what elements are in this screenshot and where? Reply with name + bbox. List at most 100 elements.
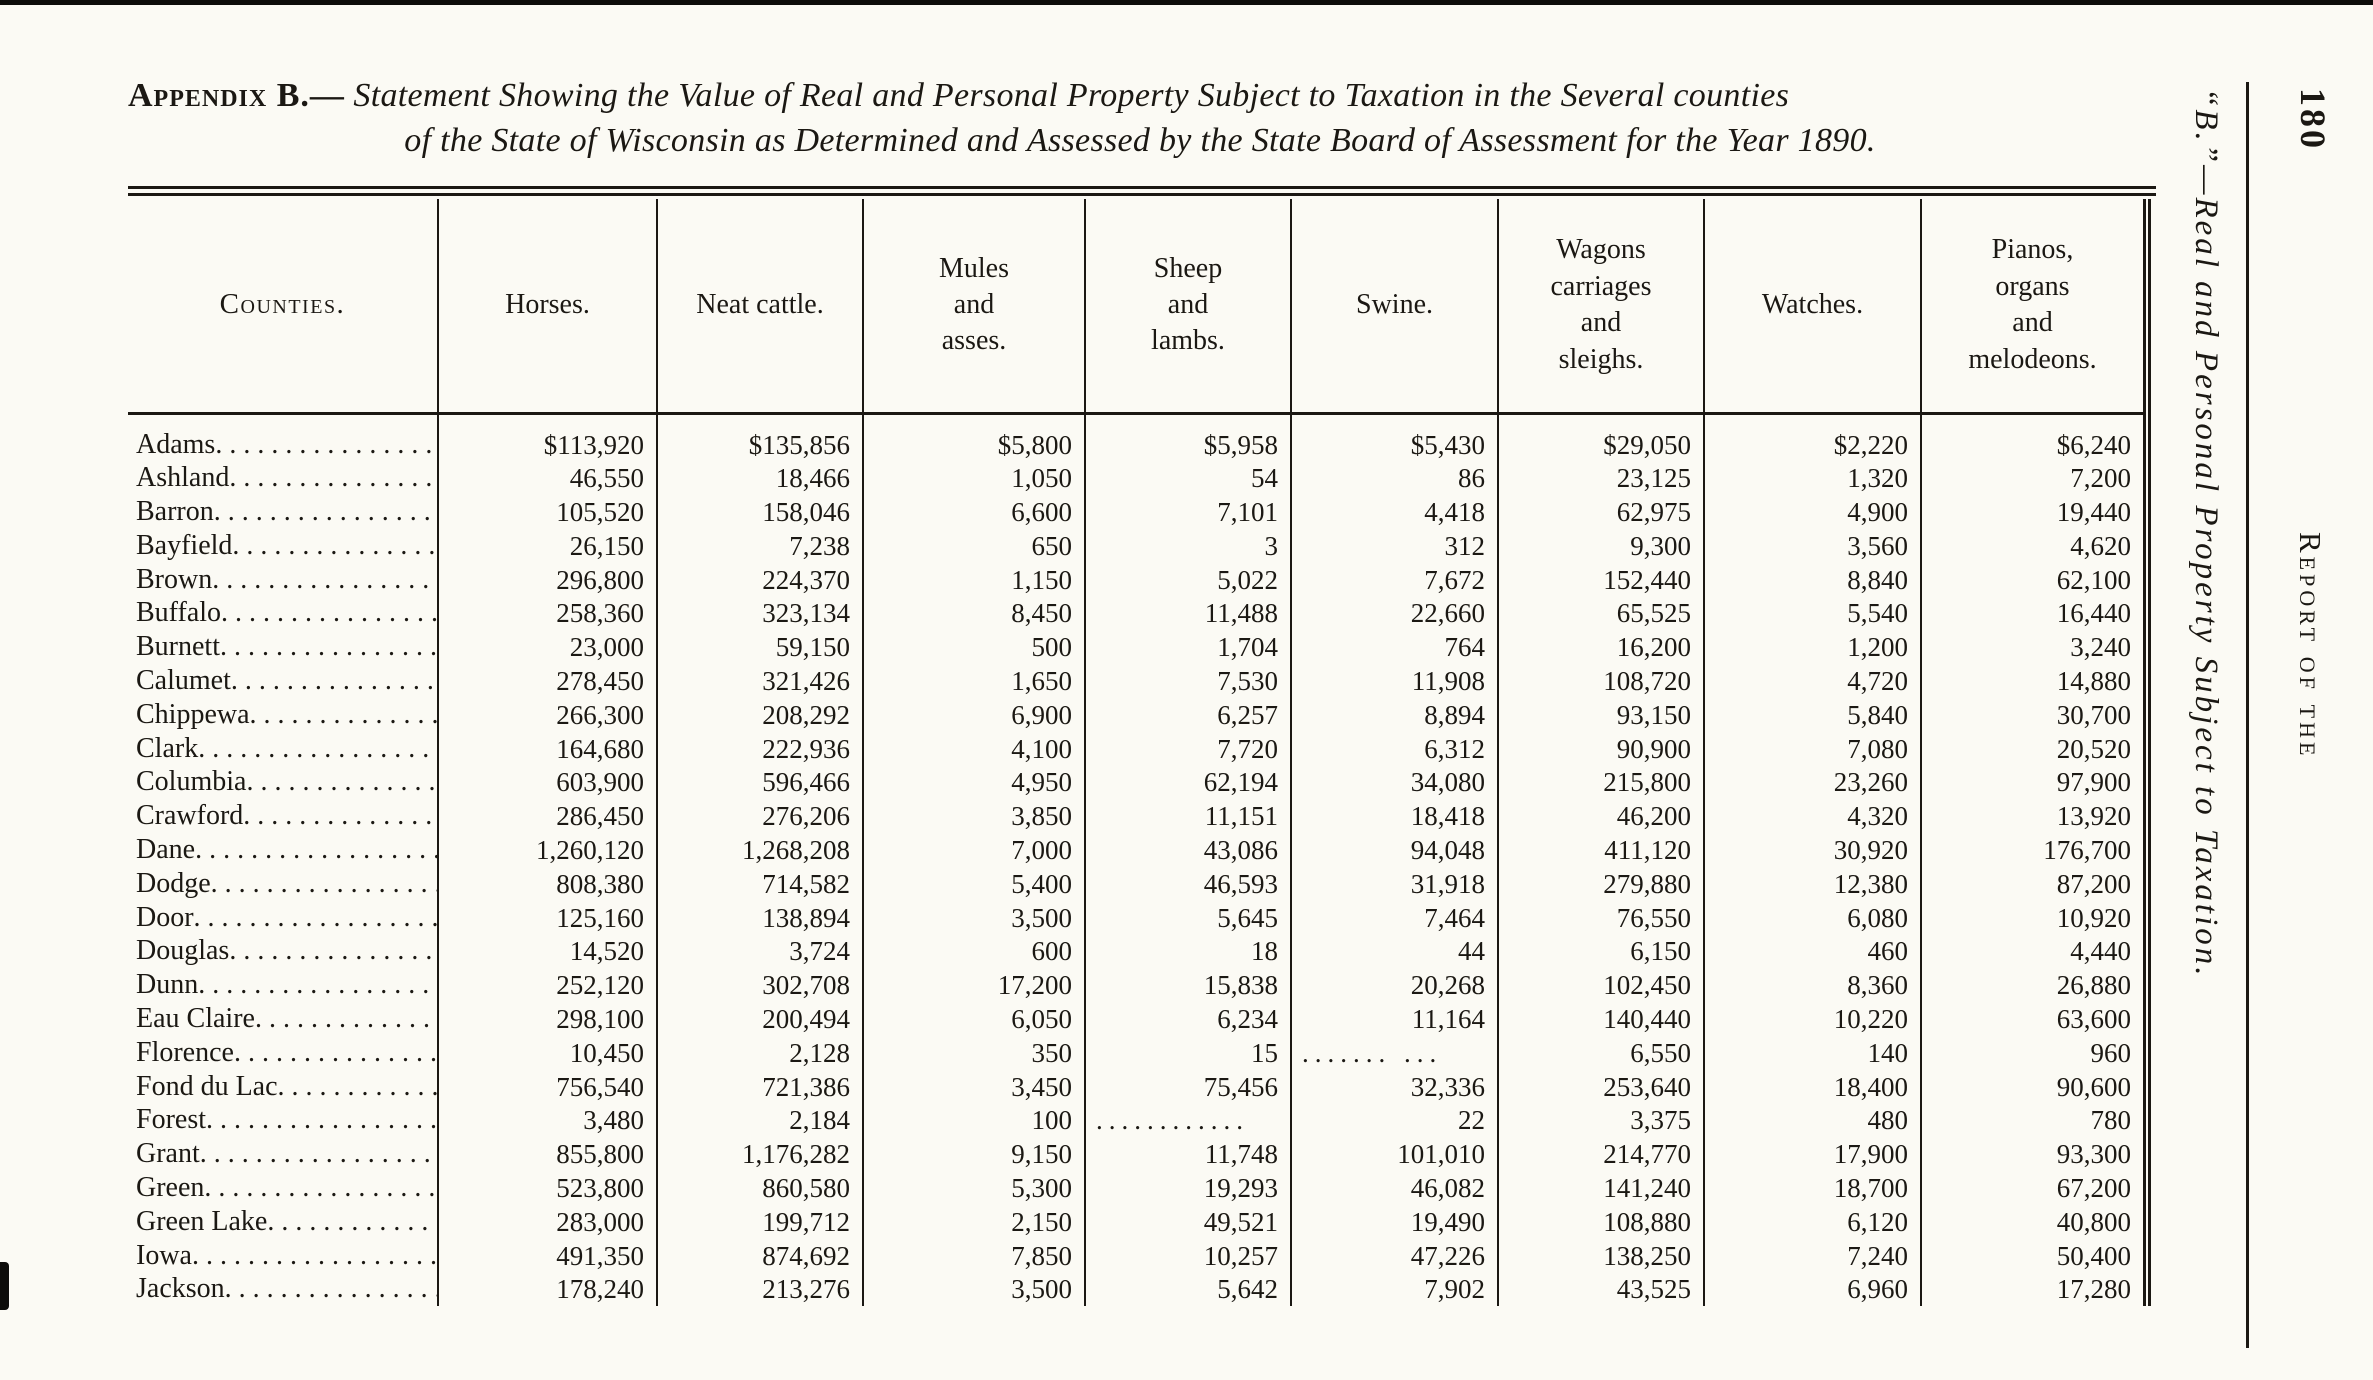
value-cell: 3,240: [1920, 630, 2151, 665]
value-cell: 411,120: [1497, 833, 1704, 868]
table-row: Calumet 278,450321,4261,6507,53011,908108…: [128, 664, 2151, 699]
county-cell: Green Lake: [128, 1205, 438, 1239]
value-cell: 5,400: [862, 867, 1085, 901]
value-cell: 278,450: [437, 664, 657, 699]
county-cell: Ashland: [128, 462, 438, 496]
dot-leader: [220, 631, 438, 662]
value-cell: 10,450: [437, 1036, 657, 1070]
dot-leader: [232, 530, 438, 561]
value-cell: 1,268,208: [656, 833, 863, 868]
value-cell: $29,050: [1497, 413, 1704, 462]
scan-blob-artifact: [0, 1262, 9, 1310]
value-cell: ............: [1084, 1103, 1291, 1138]
value-cell: 23,260: [1703, 765, 1921, 800]
value-cell: 200,494: [656, 1002, 863, 1037]
dot-leader: [229, 935, 438, 966]
county-name: Burnett: [136, 631, 220, 663]
value-cell: 3,500: [862, 900, 1085, 935]
value-cell: 94,048: [1290, 833, 1498, 868]
value-cell: 600: [862, 934, 1085, 969]
value-cell: 756,540: [437, 1069, 657, 1104]
county-name: Green Lake: [136, 1205, 268, 1237]
value-cell: 6,120: [1703, 1205, 1921, 1239]
value-cell: 4,320: [1703, 799, 1921, 834]
value-cell: 2,150: [862, 1205, 1085, 1239]
value-cell: 15,838: [1084, 968, 1291, 1003]
value-cell: 298,100: [437, 1002, 657, 1037]
value-cell: 208,292: [656, 698, 863, 732]
value-cell: 105,520: [437, 495, 657, 530]
county-name: Dunn: [136, 969, 199, 1001]
value-cell: 3: [1084, 529, 1291, 563]
value-cell: 178,240: [437, 1272, 657, 1307]
dot-leader: [221, 597, 438, 628]
value-cell: 67,200: [1920, 1171, 2151, 1206]
value-cell: 3,500: [862, 1272, 1085, 1307]
table-row: Green Lake 283,000199,7122,15049,52119,49…: [128, 1205, 2151, 1239]
value-cell: 5,645: [1084, 900, 1291, 935]
value-cell: 222,936: [656, 731, 863, 766]
value-cell: 125,160: [437, 900, 657, 935]
county-cell: Bayfield: [128, 529, 438, 563]
value-cell: 43,525: [1497, 1272, 1704, 1307]
table-row: Bayfield 26,1507,23865033129,3003,5604,62…: [128, 529, 2151, 563]
value-cell: 18,466: [656, 461, 863, 496]
value-cell: 8,894: [1290, 698, 1498, 732]
value-cell: 138,250: [1497, 1238, 1704, 1273]
county-name: Ashland: [136, 462, 230, 494]
value-cell: 30,920: [1703, 833, 1921, 868]
county-name: Fond du Lac: [136, 1070, 278, 1102]
dot-leader: [214, 496, 438, 527]
value-cell: 2,184: [656, 1103, 863, 1138]
value-cell: 213,276: [656, 1272, 863, 1307]
county-name: Forest: [136, 1104, 206, 1136]
dot-leader: [215, 429, 438, 460]
dot-leader: [198, 969, 438, 1000]
value-cell: 9,300: [1497, 529, 1704, 563]
value-cell: 11,748: [1084, 1137, 1291, 1172]
value-cell: 323,134: [656, 596, 863, 631]
value-cell: 1,320: [1703, 461, 1921, 496]
value-cell: 7,238: [656, 529, 863, 563]
county-name: Grant: [136, 1138, 200, 1170]
county-cell: Jackson: [128, 1273, 438, 1307]
value-cell: 252,120: [437, 968, 657, 1003]
value-cell: 6,257: [1084, 698, 1291, 732]
value-cell: 7,672: [1290, 562, 1498, 597]
value-cell: 22: [1290, 1103, 1498, 1138]
value-cell: 49,521: [1084, 1205, 1291, 1239]
value-cell: 108,880: [1497, 1205, 1704, 1239]
value-cell: 46,550: [437, 461, 657, 496]
county-cell: Calumet: [128, 664, 438, 698]
county-name: Chippewa: [136, 698, 250, 730]
table-body: Adams$113,920$135,856$5,800$5,958$5,430$…: [128, 413, 2151, 1307]
value-cell: 480: [1703, 1103, 1921, 1138]
table-row: Iowa 491,350874,6927,85010,25747,226138,2…: [128, 1238, 2151, 1273]
table-row: Dane 1,260,1201,268,2087,00043,08694,0484…: [128, 833, 2151, 868]
dot-leader: [200, 1138, 438, 1169]
county-cell: Dodge: [128, 867, 438, 901]
value-cell: 7,850: [862, 1238, 1085, 1273]
value-cell: 11,164: [1290, 1002, 1498, 1037]
value-cell: 158,046: [656, 495, 863, 530]
value-cell: 8,450: [862, 596, 1085, 631]
value-cell: 266,300: [437, 698, 657, 732]
value-cell: 17,900: [1703, 1137, 1921, 1172]
value-cell: 16,200: [1497, 630, 1704, 665]
value-cell: 164,680: [437, 731, 657, 766]
title-text: Statement Showing the Value of Real and …: [353, 77, 1790, 114]
value-cell: 4,900: [1703, 495, 1921, 530]
value-cell: 140,440: [1497, 1002, 1704, 1037]
table-row: Crawford286,450276,2063,85011,15118,4184…: [128, 799, 2151, 834]
column-header: Counties.: [128, 199, 438, 415]
county-cell: Barron: [128, 495, 438, 529]
value-cell: 855,800: [437, 1137, 657, 1172]
dot-leader: [198, 733, 438, 764]
value-cell: 102,450: [1497, 968, 1704, 1003]
value-cell: 140: [1703, 1036, 1921, 1070]
value-cell: 276,206: [656, 799, 863, 834]
value-cell: 874,692: [656, 1238, 863, 1273]
value-cell: 30,700: [1920, 698, 2151, 732]
table-row: Green 523,800860,5805,30019,29346,082141,…: [128, 1171, 2151, 1206]
value-cell: 3,375: [1497, 1103, 1704, 1138]
